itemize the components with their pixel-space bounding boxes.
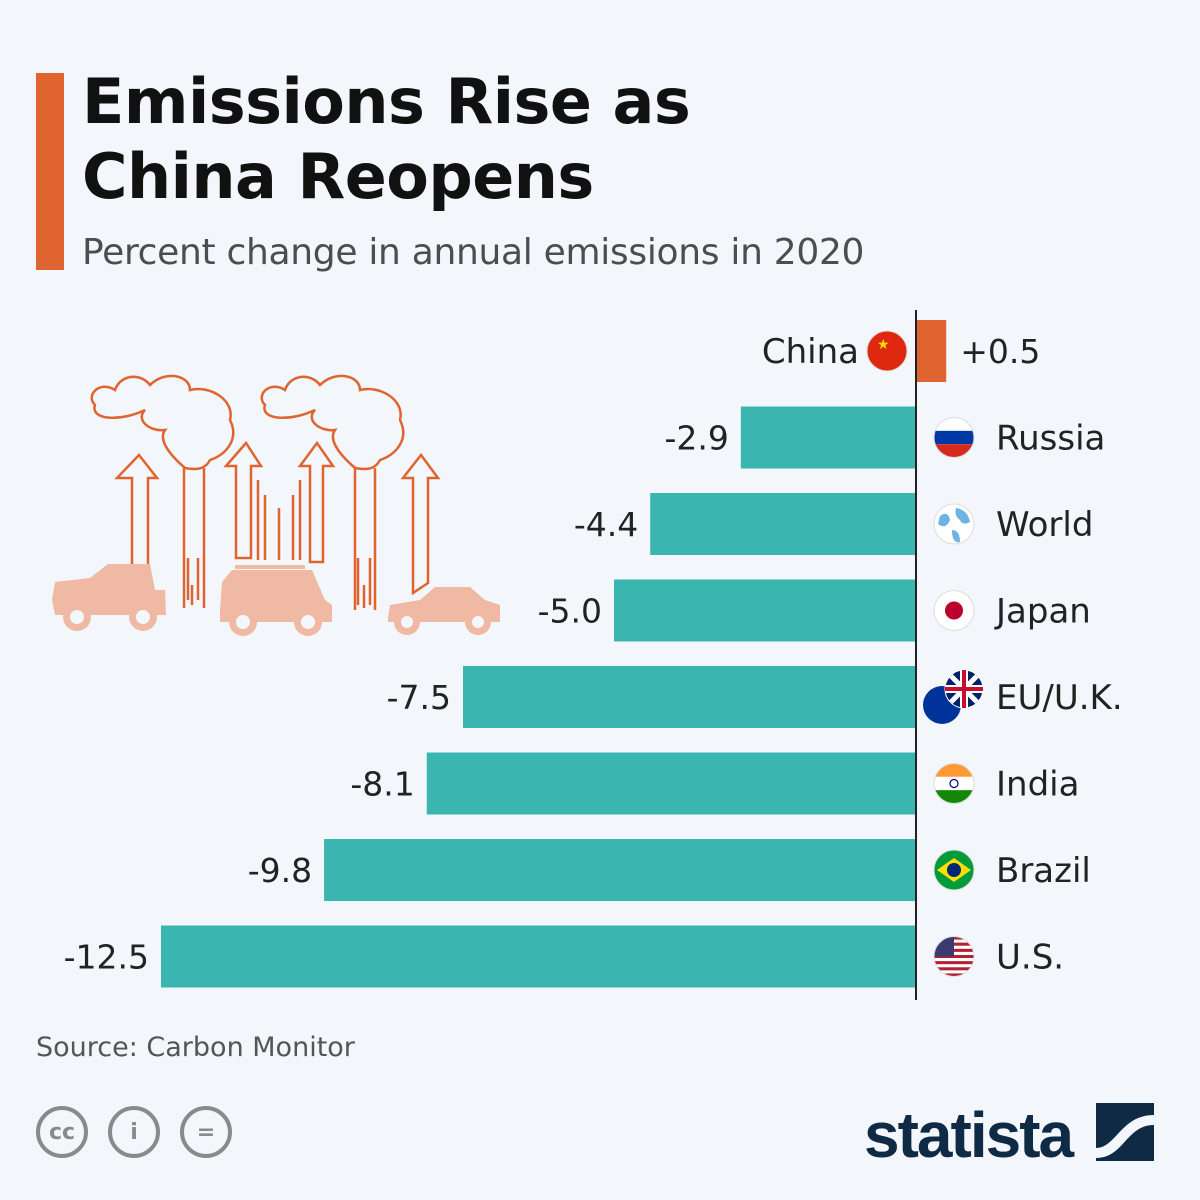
data-label: +0.5 [960,332,1040,371]
page-title: Emissions Rise as China Reopens [82,64,691,214]
title-accent-bar [36,73,64,270]
data-label: -4.4 [574,505,638,544]
category-label: Japan [994,592,1091,632]
bar-euuk [463,666,916,728]
bar-us [161,925,916,988]
category-label: Brazil [996,851,1091,891]
bar-india [426,752,916,815]
arrow-icon [297,440,336,564]
us-flag-icon [933,936,975,977]
subtitle: Percent change in annual emissions in 20… [82,232,865,273]
bar-russia [740,406,916,469]
data-label: -8.1 [350,765,414,804]
title-line-2: China Reopens [82,140,594,213]
russia-flag-icon [933,417,975,458]
arrow-icon [400,452,441,596]
category-label: EU/U.K. [996,678,1123,718]
pickup-truck-icon [52,564,166,615]
japan-flag-icon [933,590,975,631]
svg-text:★: ★ [877,337,890,353]
category-label: India [996,765,1079,805]
bar-japan [614,579,916,642]
data-label: -9.8 [248,851,312,890]
category-label: U.S. [996,938,1064,978]
india-flag-icon [933,763,975,804]
data-label: -7.5 [387,678,451,717]
bar-world [650,493,916,555]
statista-logo-icon [1095,1103,1154,1161]
brazil-flag-icon [933,849,975,891]
attribution-icon[interactable]: i [108,1106,160,1158]
category-label: World [996,505,1093,545]
data-label: -12.5 [64,938,149,977]
no-derivatives-icon[interactable]: = [180,1106,232,1158]
bar-brazil [324,839,917,901]
title-line-1: Emissions Rise as [82,65,691,138]
arrow-icon [223,440,264,560]
emissions-illustration [52,374,500,636]
statista-logo[interactable]: statista [864,1098,1154,1172]
cloud-icon [90,374,235,471]
source-note: Source: Carbon Monitor [36,1032,355,1063]
cc-icon[interactable]: cc [36,1106,88,1158]
category-label: China [762,332,859,372]
globe-icon [933,503,975,545]
china-flag-icon: ★ [866,330,908,372]
data-label: -5.0 [538,592,602,631]
category-label: Russia [996,419,1105,459]
logo-text: statista [864,1099,1074,1171]
bar-china [916,320,947,382]
data-label: -2.9 [664,419,728,458]
cloud-icon [260,374,405,471]
eu-uk-flag-icon [923,669,984,724]
